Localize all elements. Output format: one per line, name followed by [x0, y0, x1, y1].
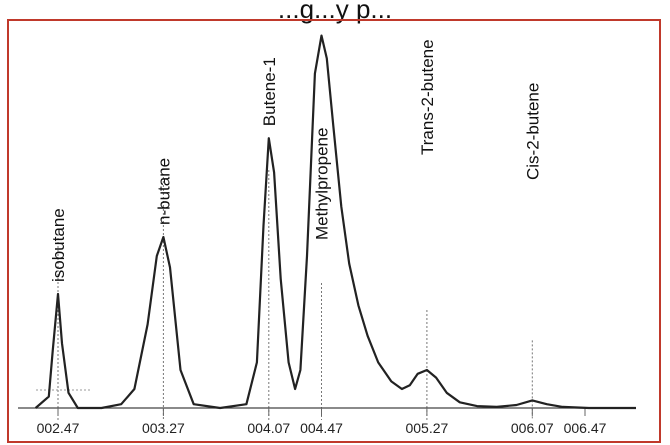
x-tick-label: 006.47: [564, 420, 607, 436]
plot-frame: [7, 19, 661, 443]
peak-labels: isobutane n-butane Butene-1 Methylpropene Tr…: [49, 39, 542, 282]
peak-label-cis-2-butene: Cis-2-butene: [523, 83, 542, 180]
peak-label-butene-1: Butene-1: [260, 57, 279, 126]
x-tick-label: 006.07: [511, 420, 554, 436]
peak-label-trans-2-butene: Trans-2-butene: [418, 39, 437, 155]
peak-label-n-butane: n-butane: [154, 158, 173, 225]
peak-label-isobutane: isobutane: [49, 208, 68, 282]
x-tick-label: 003.27: [142, 420, 185, 436]
peak-label-methylpropene: Methylpropene: [313, 128, 332, 240]
x-tick-label: 004.47: [300, 420, 343, 436]
x-axis-ticks: 002.47 003.27 004.07 004.47 005.27 006.07 006.…: [37, 408, 607, 436]
signal-trace: [34, 34, 636, 410]
x-tick-label: 005.27: [405, 420, 448, 436]
x-tick-label: 002.47: [37, 420, 80, 436]
peak-marker-lines: [36, 170, 533, 420]
x-tick-label: 004.07: [247, 420, 290, 436]
